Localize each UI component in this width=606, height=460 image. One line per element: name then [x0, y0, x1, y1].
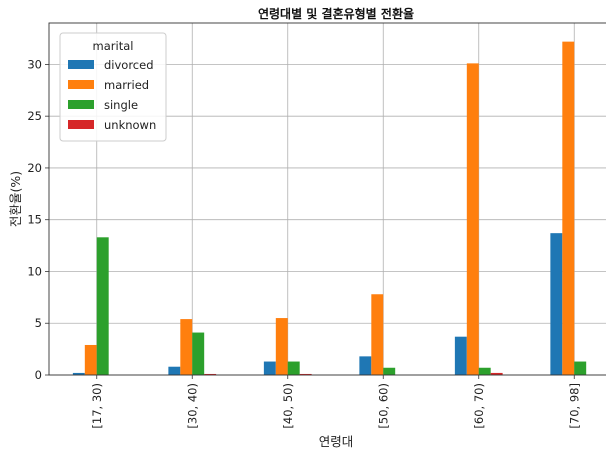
legend-swatch-divorced	[68, 60, 94, 69]
x-tick-label: [30, 40)	[185, 383, 199, 429]
bar-single-0	[96, 237, 109, 375]
y-tick-label: 0	[35, 368, 42, 382]
y-axis-ticks: 0 5 10 15 20 25 30	[27, 57, 49, 382]
legend-swatch-single	[68, 100, 94, 109]
x-tick-label: [40, 50)	[281, 383, 295, 429]
x-tick-label: [60, 70)	[472, 383, 486, 429]
bar-divorced-4	[454, 336, 467, 375]
legend-swatch-married	[68, 80, 94, 89]
legend-label-single: single	[104, 98, 138, 112]
legend-swatch-unknown	[68, 120, 94, 129]
y-tick-label: 15	[27, 213, 42, 227]
bar-married-0	[84, 344, 97, 375]
bar-single-2	[287, 361, 300, 375]
bar-divorced-2	[263, 361, 276, 375]
bar-single-4	[478, 367, 491, 375]
bar-married-4	[466, 63, 479, 376]
bar-unknown-4	[490, 372, 503, 375]
legend-label-unknown: unknown	[104, 118, 156, 132]
x-tick-label: [17, 30)	[90, 383, 104, 429]
bars	[72, 41, 587, 376]
bar-divorced-0	[72, 372, 85, 375]
bar-married-5	[562, 41, 575, 376]
bar-single-3	[383, 367, 396, 375]
y-tick-label: 10	[27, 264, 42, 278]
y-tick-label: 5	[35, 316, 42, 330]
y-axis-title: 전환율(%)	[8, 171, 23, 227]
legend-entries: divorced married single unknown	[68, 58, 156, 132]
bar-divorced-3	[359, 356, 372, 375]
y-tick-label: 30	[27, 57, 42, 71]
y-tick-label: 20	[27, 161, 42, 175]
bar-single-5	[574, 361, 587, 375]
legend: marital divorced married single unknown	[59, 32, 167, 142]
x-axis-title: 연령대	[319, 434, 354, 449]
bar-married-3	[371, 294, 384, 375]
bar-unknown-2	[299, 373, 312, 375]
plot-frame	[48, 22, 606, 376]
bar-unknown-1	[204, 373, 217, 375]
legend-title: marital	[93, 39, 134, 53]
x-axis-ticks: [17, 30) [30, 40) [40, 50) [50, 60) [60, 70)…	[90, 375, 581, 429]
chart-title: 연령대별 및 결혼유형별 전환율	[258, 6, 414, 21]
legend-label-married: married	[104, 78, 149, 92]
bar-divorced-1	[168, 366, 181, 375]
y-tick-label: 25	[27, 109, 42, 123]
bar-married-1	[180, 319, 193, 375]
bar-single-1	[192, 332, 205, 375]
x-tick-label: [70, 98]	[567, 383, 581, 429]
legend-label-divorced: divorced	[104, 58, 154, 72]
bar-divorced-5	[550, 233, 563, 375]
x-tick-label: [50, 60)	[376, 383, 390, 429]
bar-married-2	[275, 318, 288, 375]
